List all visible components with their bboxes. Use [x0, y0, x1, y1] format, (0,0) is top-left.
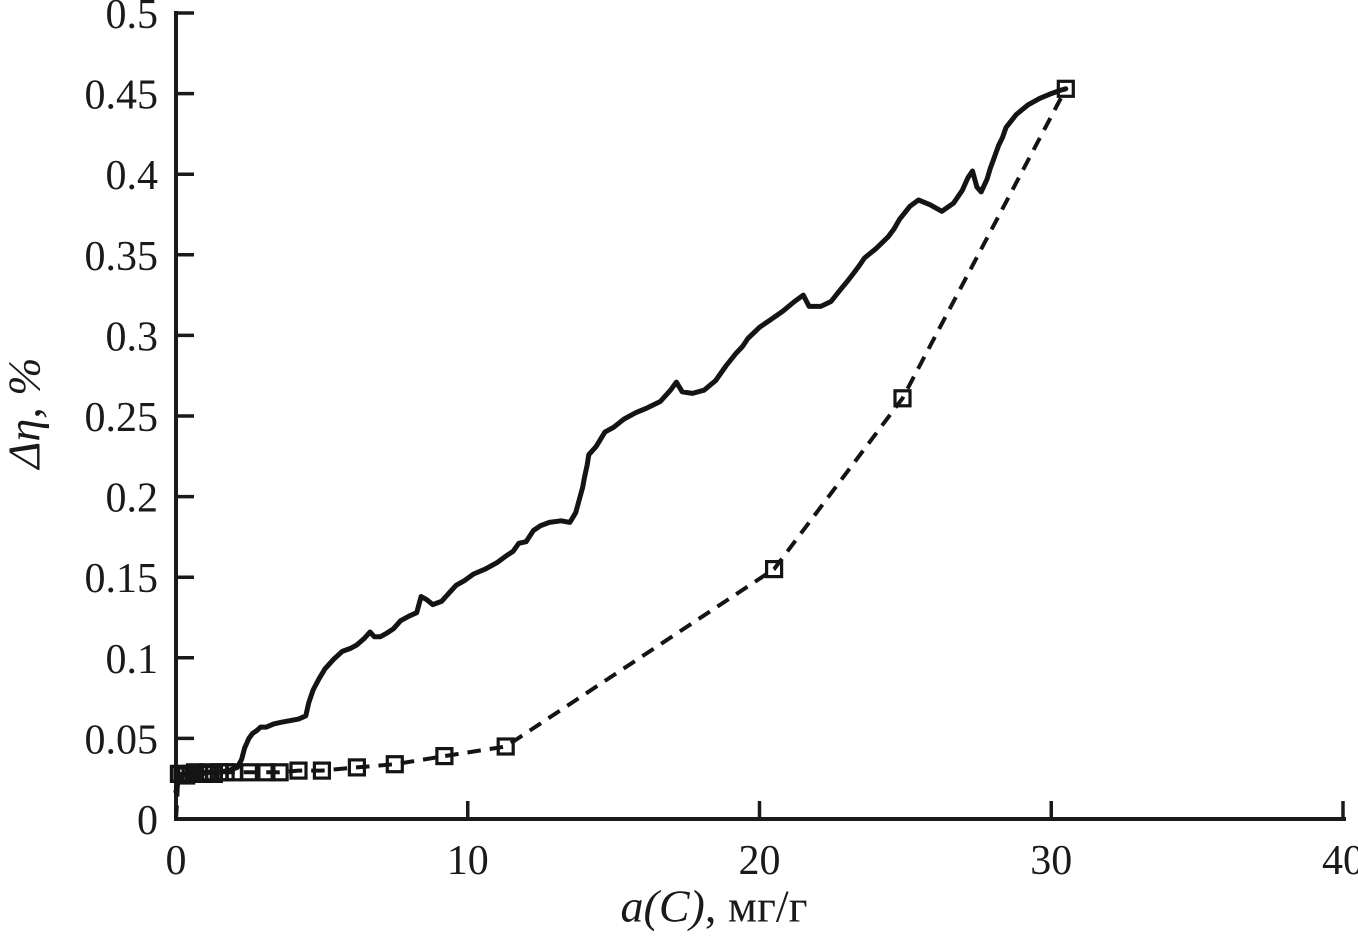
square-marker	[764, 559, 784, 579]
x-axis-label: a(C), мг/г	[621, 880, 808, 933]
y-axis-label-symbol: Δη	[0, 418, 50, 469]
axes-frame	[174, 11, 1346, 821]
y-tick-label: 0.2	[106, 476, 159, 522]
y-tick-label: 0.1	[106, 637, 159, 683]
y-tick-label: 0.45	[85, 73, 159, 119]
square-marker	[289, 761, 308, 780]
y-axis-label: Δη, %	[0, 357, 51, 468]
square-marker	[1056, 79, 1075, 98]
x-axis-label-unit: , мг/г	[704, 880, 808, 932]
y-tick-label: 0.3	[106, 314, 159, 360]
x-tick-label: 0	[166, 838, 187, 884]
square-marker	[239, 763, 258, 782]
x-tick-label: 10	[447, 838, 489, 884]
y-tick-label: 0	[137, 798, 158, 844]
y-tick-label: 0.15	[85, 556, 159, 602]
square-marker	[385, 755, 404, 774]
square-marker	[435, 746, 454, 766]
square-marker	[347, 758, 366, 777]
y-tick-label: 0.4	[106, 153, 159, 199]
y-tick-label: 0.35	[85, 234, 159, 280]
x-tick-label: 30	[1030, 838, 1072, 884]
square-marker	[312, 761, 331, 780]
y-tick-label: 0.25	[85, 395, 159, 441]
square-marker	[270, 763, 289, 782]
x-axis-label-symbol: a(C)	[620, 880, 705, 932]
solid-series-line	[173, 86, 1069, 795]
square-marker	[199, 763, 218, 782]
square-marker	[257, 763, 276, 782]
y-tick-label: 0.5	[106, 0, 159, 38]
square-marker	[496, 737, 515, 756]
y-axis-label-unit: , %	[0, 357, 50, 419]
x-tick-label: 20	[739, 838, 781, 884]
y-tick-label: 0.05	[85, 717, 159, 763]
square-marker	[893, 389, 912, 408]
x-tick-label: 40	[1322, 838, 1358, 884]
